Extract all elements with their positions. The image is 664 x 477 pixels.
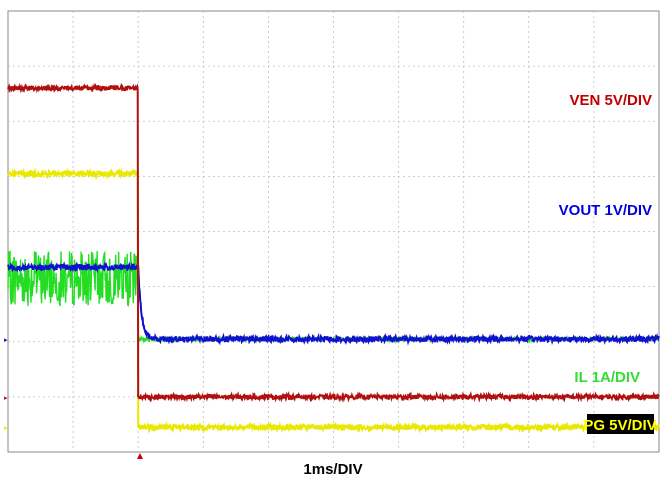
il-label: IL 1A/DIV [574,369,640,386]
x-axis-label: 1ms/DIV [303,461,362,477]
trace-pg [7,167,660,434]
traces [7,82,660,434]
pg-label: PG 5V/DIV [583,417,656,434]
ground-marker-vout: ▸ [4,336,8,344]
ground-marker-ven: ▸ [4,394,8,402]
ground-markers: ▸▸▸▸ [4,336,8,432]
trace-ven [7,82,660,403]
trace-vout [7,260,660,346]
ven-label: VEN 5V/DIV [569,92,652,109]
pg-label-bg [587,414,654,434]
ground-marker-il: ▸ [4,336,8,344]
trigger-marker [137,453,143,459]
ground-marker-pg: ▸ [4,424,8,432]
vout-label: VOUT 1V/DIV [559,202,652,219]
